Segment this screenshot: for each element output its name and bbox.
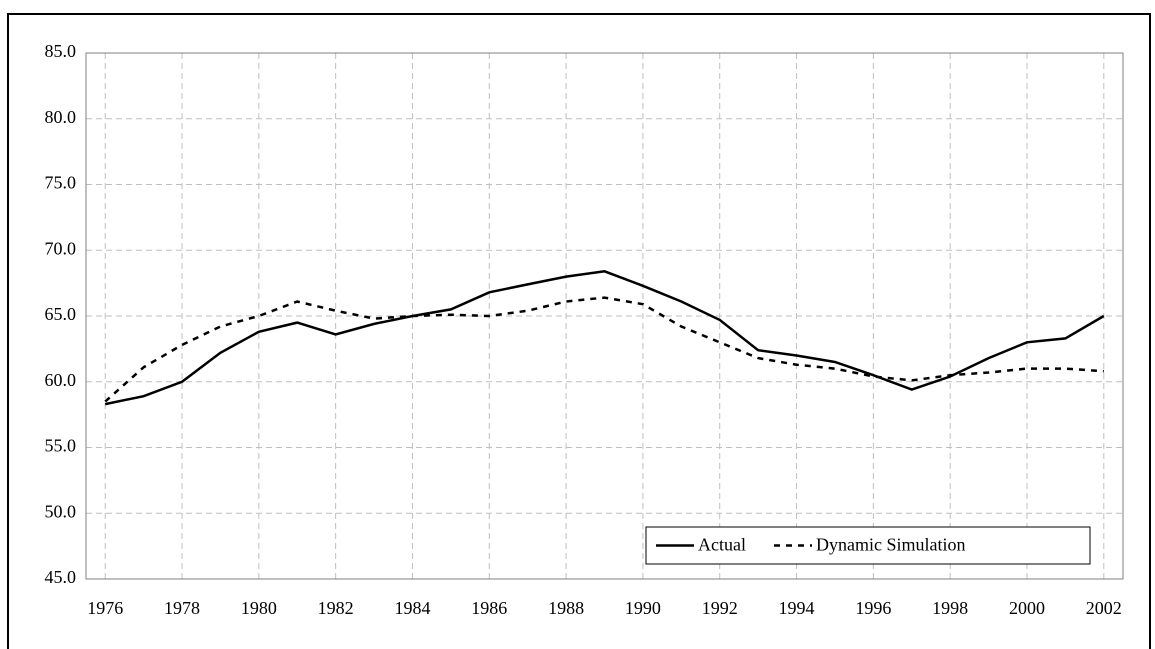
x-tick-label: 1996 xyxy=(855,598,891,618)
y-tick-label: 70.0 xyxy=(45,238,77,258)
y-tick-label: 45.0 xyxy=(45,567,77,587)
series-line xyxy=(104,270,1105,406)
x-tick-label: 1998 xyxy=(932,598,968,618)
x-tick-label: 2000 xyxy=(1009,598,1045,618)
plot-border xyxy=(85,52,1124,580)
x-tick-label: 2002 xyxy=(1086,598,1122,618)
x-tick-label: 1976 xyxy=(87,598,123,618)
legend-label: Dynamic Simulation xyxy=(816,535,965,555)
x-tick-label: 1980 xyxy=(241,598,277,618)
x-tick-label: 1978 xyxy=(164,598,200,618)
x-tick-label: 1990 xyxy=(625,598,661,618)
x-tick-label: 1988 xyxy=(548,598,584,618)
x-tick-label: 1992 xyxy=(702,598,738,618)
y-tick-label: 55.0 xyxy=(45,436,77,456)
x-tick-label: 1986 xyxy=(471,598,507,618)
y-tick-label: 50.0 xyxy=(45,501,77,521)
frame xyxy=(7,13,1151,649)
series-line xyxy=(104,296,1104,403)
x-tick-label: 1984 xyxy=(394,598,430,618)
legend-box xyxy=(645,526,1091,565)
y-tick-label: 80.0 xyxy=(45,107,77,127)
x-tick-label: 1982 xyxy=(318,598,354,618)
x-tick-label: 1994 xyxy=(779,598,815,618)
legend-label: Actual xyxy=(698,535,746,555)
y-tick-label: 60.0 xyxy=(45,370,77,390)
y-tick-label: 75.0 xyxy=(45,173,77,193)
y-tick-label: 85.0 xyxy=(45,41,77,61)
y-tick-label: 65.0 xyxy=(45,304,77,324)
